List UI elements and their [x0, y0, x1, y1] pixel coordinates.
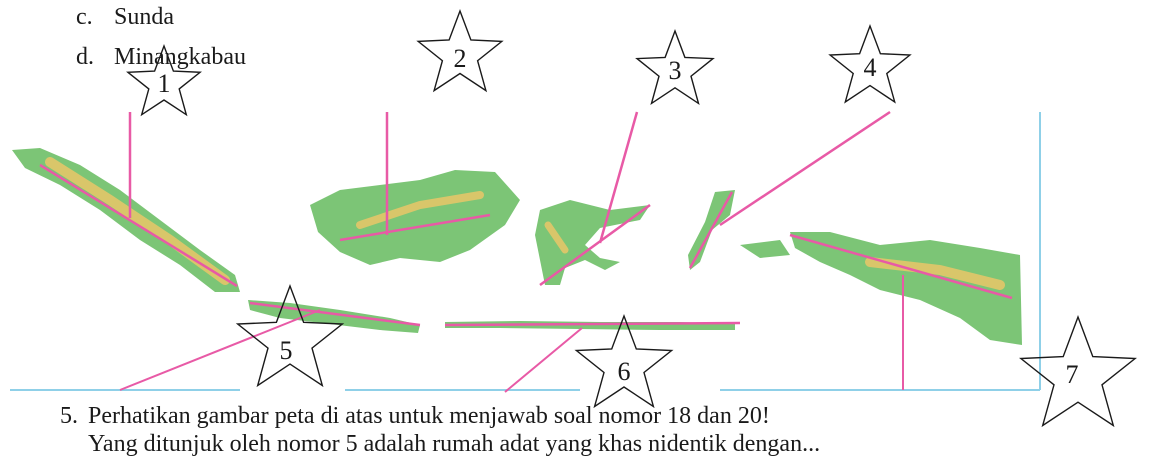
- star-marker-2: [416, 9, 504, 93]
- pointer-line-6: [504, 327, 583, 393]
- star-marker-1: [125, 44, 203, 117]
- pointer-lines: [39, 110, 1013, 393]
- option-text: Minangkabau: [114, 44, 246, 70]
- option-text: Sunda: [114, 4, 174, 30]
- star-marker-6: [574, 313, 674, 409]
- star-marker-4: [828, 24, 912, 104]
- pointer-line-3-region: [539, 203, 651, 287]
- option-c: c. Sunda: [76, 4, 174, 30]
- sumatra-highland: [45, 157, 230, 285]
- star-label-2: 2: [454, 44, 467, 73]
- pointer-line-7-region: [789, 233, 1013, 300]
- sulawesi-highland: [544, 221, 569, 254]
- sulawesi-island: [535, 200, 650, 285]
- pointer-line-4-region: [688, 191, 734, 269]
- pointer-line-2-region: [339, 213, 491, 242]
- pointer-line-5-region: [249, 301, 421, 327]
- option-key: c.: [76, 4, 93, 30]
- kalimantan-highland: [356, 191, 484, 229]
- question-text: Perhatikan gambar peta di atas untuk men…: [88, 403, 770, 429]
- question-continuation: Yang ditunjuk oleh nomor 5 adalah rumah …: [60, 430, 820, 458]
- star-label-7: 7: [1066, 360, 1079, 389]
- option-key: d.: [76, 44, 94, 70]
- star-marker-3: [635, 29, 715, 106]
- star-label-5: 5: [280, 336, 293, 365]
- pointer-line-4: [719, 110, 891, 227]
- pointer-line-6-region: [444, 321, 741, 327]
- indonesia-map-figure: 1 2 3 4 5 6 7: [10, 9, 1137, 428]
- maluku-islands-south: [740, 240, 790, 258]
- question-text: Yang ditunjuk oleh nomor 5 adalah rumah …: [88, 431, 821, 457]
- option-d: d. Minangkabau: [76, 44, 246, 70]
- pointer-line-5: [119, 309, 321, 391]
- star-label-1: 1: [158, 69, 171, 98]
- papua-island: [790, 232, 1022, 345]
- star-marker-5: [235, 284, 345, 388]
- kalimantan-island: [310, 170, 520, 265]
- question-number: 5.: [60, 403, 78, 429]
- indonesia-map: [12, 148, 1022, 345]
- star-markers: 1 2 3 4 5 6 7: [125, 9, 1137, 428]
- star-label-4: 4: [864, 53, 877, 82]
- pointer-line-3: [598, 111, 639, 244]
- star-label-3: 3: [669, 56, 682, 85]
- star-label-6: 6: [618, 357, 631, 386]
- question-5: 5. Perhatikan gambar peta di atas untuk m…: [60, 402, 770, 430]
- star-marker-7: [1019, 315, 1137, 428]
- pointer-line-1-region: [39, 163, 238, 288]
